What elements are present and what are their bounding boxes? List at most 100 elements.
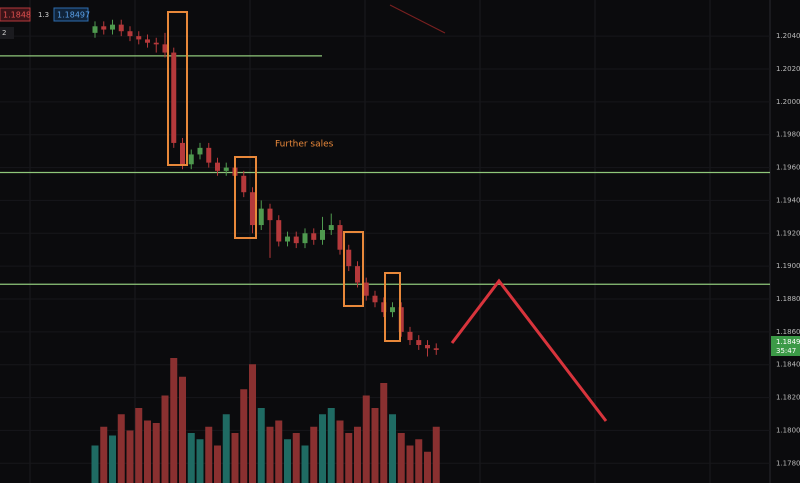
candle-body: [92, 26, 98, 33]
candle-body: [171, 52, 177, 143]
candle-body: [425, 345, 430, 349]
volume-bar: [187, 433, 195, 483]
count-box: [0, 27, 14, 39]
volume-bar: [292, 433, 300, 483]
count: 2: [2, 29, 6, 37]
candle-body: [153, 42, 159, 45]
projection-line: [450, 278, 608, 422]
candle-body: [197, 147, 203, 155]
candle-body: [293, 236, 299, 244]
highlight-box: [384, 272, 401, 342]
volume-bar: [371, 408, 379, 483]
volume-bar: [389, 414, 396, 483]
candle-body: [390, 307, 395, 313]
highlight-box: [343, 231, 364, 307]
volume-bar: [424, 451, 431, 483]
volume-bar: [100, 426, 108, 483]
candle-body: [206, 147, 212, 163]
candle-body: [337, 225, 343, 250]
price-axis-label: 1.19000: [776, 262, 800, 270]
candle-body: [110, 24, 115, 30]
bid: 1.1848: [3, 11, 31, 20]
candle-body: [285, 236, 290, 242]
price-axis-label: 1.19600: [776, 164, 800, 172]
price-axis-label: 1.19200: [776, 229, 800, 237]
candle-body: [101, 26, 107, 30]
volume-bar: [196, 439, 204, 483]
volume-bar: [345, 433, 353, 483]
ask-box: [53, 7, 89, 22]
volume-bar: [257, 408, 265, 483]
price-axis-label: 1.19400: [776, 196, 800, 204]
volume-bar: [135, 408, 143, 483]
volume-bar: [415, 439, 423, 483]
candle-body: [433, 348, 439, 350]
volume-bar: [240, 389, 248, 483]
highlight-box: [167, 11, 188, 166]
volume-bar: [327, 408, 335, 483]
bid-box: [0, 7, 31, 22]
volume-bar: [284, 439, 291, 483]
candle-body: [407, 331, 413, 341]
price-axis-label: 1.18000: [776, 426, 800, 434]
volume-bar: [170, 358, 178, 483]
volume-bar: [179, 376, 186, 483]
volume-bar: [126, 430, 134, 483]
highlight-box: [234, 156, 257, 239]
volume-bar: [161, 395, 169, 483]
price-axis-label: 1.20000: [776, 98, 800, 106]
volume-bar: [249, 364, 256, 483]
candle-body: [311, 233, 317, 240]
trend-line: [389, 4, 446, 34]
volume-bar: [275, 420, 283, 483]
volume-bar: [222, 414, 230, 483]
volume-bar: [319, 414, 326, 483]
price-axis-label: 1.18600: [776, 328, 800, 336]
volume-bar: [362, 395, 370, 483]
vertical-grid: [29, 0, 711, 483]
price-axis-label: 1.18400: [776, 361, 800, 369]
price-axis-label: 1.18200: [776, 394, 800, 402]
candle-body: [355, 266, 360, 283]
candle-body: [258, 208, 264, 226]
candle-body: [223, 167, 229, 171]
candle-body: [346, 249, 352, 267]
ask: 1.18497: [57, 11, 90, 20]
spread: 1.3: [38, 11, 49, 19]
volume-bar: [301, 445, 309, 483]
candle-body: [372, 295, 378, 303]
volume-bar: [336, 420, 344, 483]
candle-body: [241, 175, 247, 193]
candle-body: [302, 233, 308, 244]
candle-body: [416, 340, 422, 345]
volume-bar: [205, 426, 213, 483]
candle-body: [118, 24, 124, 32]
volume-bar: [152, 423, 160, 483]
candle-body: [136, 36, 142, 40]
price-axis-label: 1.20200: [776, 65, 800, 73]
candle-body: [162, 44, 168, 53]
volume-bar: [380, 383, 388, 483]
volume-bar: [231, 433, 239, 483]
volume-bar: [354, 426, 361, 483]
volume-bar: [266, 426, 274, 483]
volume-bar: [109, 435, 116, 483]
candle-body: [127, 31, 133, 37]
price-tag-timer: 35:47: [776, 347, 796, 355]
candle-body: [250, 192, 255, 226]
candle-body: [328, 225, 334, 230]
candle-body: [320, 230, 325, 240]
highlight-boxes: [167, 11, 401, 342]
volume-bar: [117, 414, 125, 483]
volume-bar: [144, 420, 151, 483]
volume-bar: [432, 426, 440, 483]
price-axis-label: 1.19800: [776, 131, 800, 139]
candle-body: [180, 142, 185, 165]
candle-body: [267, 208, 273, 221]
volume-bar: [406, 445, 414, 483]
candle-body: [145, 39, 150, 43]
candle-body: [276, 220, 282, 242]
candle-body: [381, 302, 387, 313]
